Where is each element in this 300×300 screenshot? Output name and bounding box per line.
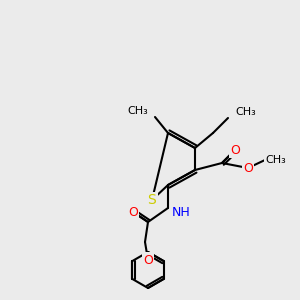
Text: S: S xyxy=(148,193,156,207)
Text: CH₃: CH₃ xyxy=(235,107,256,117)
Text: CH₃: CH₃ xyxy=(127,106,148,116)
Text: O: O xyxy=(243,161,253,175)
Text: O: O xyxy=(143,254,153,266)
Text: O: O xyxy=(230,143,240,157)
Text: NH: NH xyxy=(172,206,191,220)
Text: CH₃: CH₃ xyxy=(265,155,286,165)
Text: O: O xyxy=(128,206,138,218)
